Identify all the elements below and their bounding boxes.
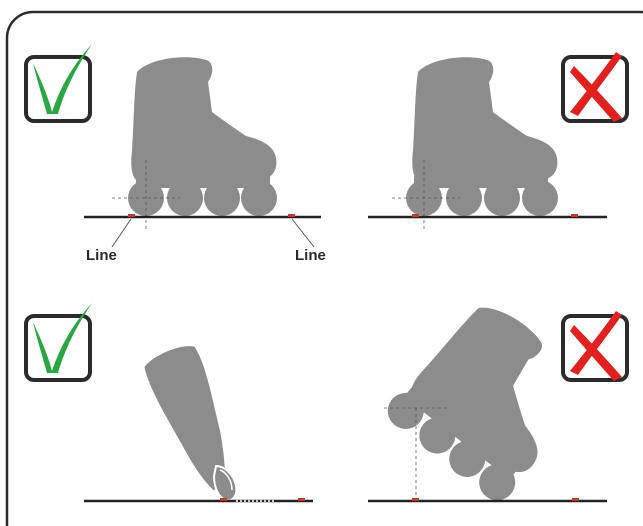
panel-bottom-left [24,303,313,503]
outer-frame [5,10,643,526]
contact-marker [412,214,419,217]
alignment-guides [112,160,180,232]
contact-marker [572,498,579,501]
panel-bottom-right [368,307,629,503]
label-leader-right [291,218,315,248]
alignment-guides [384,407,450,500]
contact-marker [288,214,295,217]
alignment-guides [392,160,460,232]
line-label-right: Line [295,247,326,264]
line-label-left: Line [86,247,117,264]
contact-marker [298,498,305,501]
tipped-skate [387,307,543,501]
panel-top-right [368,52,629,232]
contact-marker [128,214,135,217]
upright-skate [128,57,277,216]
label-leader-left [111,218,132,248]
contact-marker [412,498,419,501]
tilted-skate-rear-view [144,346,238,502]
red-x-mark-icon [561,311,629,382]
contact-marker [220,498,227,501]
upright-skate [406,57,558,216]
green-check-mark-icon [24,44,92,123]
green-check-mark-icon [24,303,92,382]
panel-top-left [24,44,321,248]
contact-marker [571,214,578,217]
red-x-mark-icon [561,52,629,123]
